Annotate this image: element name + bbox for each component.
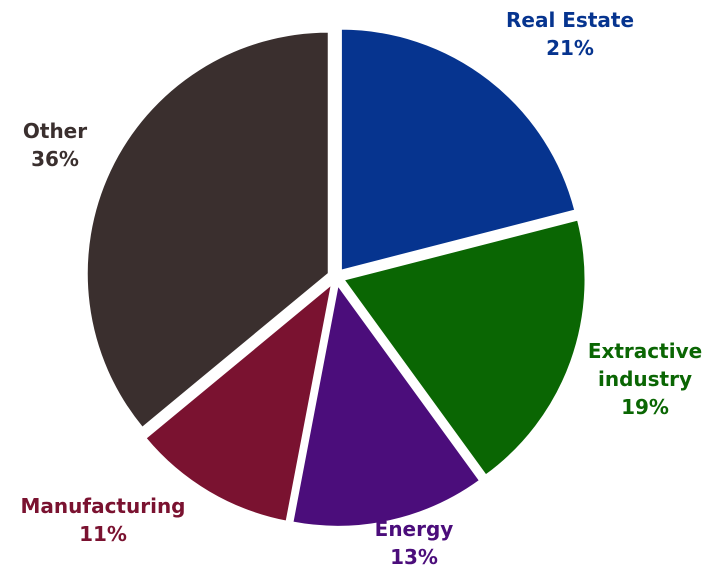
slice-label-real-estate: Real Estate 21% xyxy=(506,8,634,60)
slice-name: Other xyxy=(23,119,87,143)
slice-name: Real Estate xyxy=(506,8,634,32)
slice-label-other: Other 36% xyxy=(23,119,87,171)
slice-label-energy: Energy 13% xyxy=(375,517,454,569)
slice-name: industry xyxy=(598,367,692,391)
slice-value: 36% xyxy=(31,147,79,171)
pie-slice-extractive-industry xyxy=(341,218,587,477)
slice-name: Manufacturing xyxy=(21,494,186,518)
slice-value: 19% xyxy=(621,395,669,419)
slice-label-manufacturing: Manufacturing 11% xyxy=(21,494,186,546)
slice-value: 11% xyxy=(79,522,127,546)
pie-slice-energy xyxy=(291,282,482,528)
pie-slice-manufacturing xyxy=(144,281,334,523)
pie-slice-real-estate xyxy=(339,27,577,272)
slice-name: Extractive xyxy=(588,339,702,363)
pie-labels: Real Estate 21% Extractive industry 19% Energ… xyxy=(21,8,703,569)
slice-value: 21% xyxy=(546,36,594,60)
slice-label-extractive-industry: Extractive industry 19% xyxy=(588,339,702,419)
slice-value: 13% xyxy=(390,545,438,569)
pie-slice-other xyxy=(85,30,330,430)
slice-name: Energy xyxy=(375,517,454,541)
pie-slices xyxy=(85,27,587,528)
